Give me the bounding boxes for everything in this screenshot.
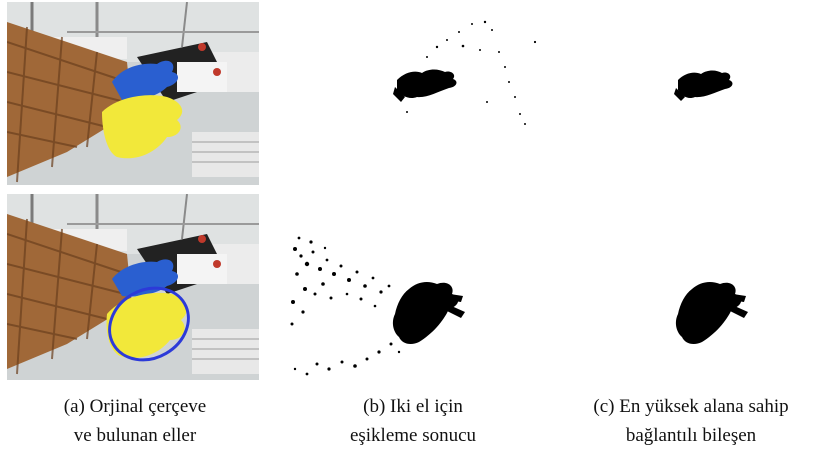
largest-component-mask-bottom — [570, 194, 815, 380]
caption-b-line1: (b) Iki el için — [363, 396, 463, 417]
threshold-mask-top — [287, 2, 539, 185]
detected-hand-ellipse — [108, 286, 190, 362]
largest-component-top — [570, 2, 815, 185]
caption-c-line2: bağlantılı bileşen — [625, 425, 757, 446]
caption-c: (c) En yüksek alana sahip bağlantılı bil… — [560, 392, 822, 450]
largest-component-mask-top — [570, 2, 815, 185]
caption-a: (a) Orjinal çerçeve ve bulunan eller — [0, 392, 270, 450]
caption-c-line1: (c) En yüksek alana sahip — [593, 396, 789, 417]
caption-b: (b) Iki el için eşikleme sonucu — [283, 392, 543, 450]
caption-a-line1: (a) Orjinal çerçeve — [63, 396, 207, 417]
caption-a-line2: ve bulunan eller — [73, 425, 197, 446]
original-frame-bottom — [7, 194, 259, 380]
largest-component-bottom — [570, 194, 815, 380]
threshold-result-bottom — [287, 194, 539, 380]
threshold-noise-top — [406, 20, 537, 125]
original-frame-top — [7, 2, 259, 185]
threshold-result-top — [287, 2, 539, 185]
caption-b-line2: eşikleme sonucu — [349, 425, 477, 446]
threshold-noise-bottom — [290, 236, 401, 376]
original-frame-top-image — [7, 2, 259, 185]
original-frame-bottom-image — [7, 194, 259, 380]
threshold-mask-bottom — [287, 194, 539, 380]
